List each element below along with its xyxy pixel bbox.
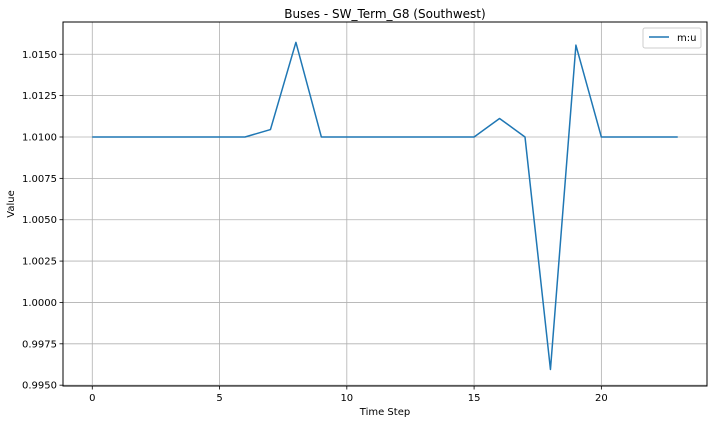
x-tick-label: 15 xyxy=(468,393,481,404)
legend-label-m-u: m:u xyxy=(677,33,696,44)
grid xyxy=(63,22,707,386)
y-tick-label: 1.0150 xyxy=(22,50,57,61)
x-tick-label: 0 xyxy=(89,393,95,404)
y-axis-label: Value xyxy=(6,190,17,217)
series-line-0 xyxy=(92,41,678,371)
legend-box xyxy=(642,27,702,49)
y-tick-label: 0.9975 xyxy=(22,339,57,350)
x-tick-label: 5 xyxy=(216,393,222,404)
x-tick-label: 20 xyxy=(595,393,608,404)
y-tick-label: 0.9950 xyxy=(22,381,57,392)
legend: m:u xyxy=(642,27,702,49)
x-axis-ticks: 0 5 10 15 20 xyxy=(89,386,608,404)
y-tick-label: 1.0125 xyxy=(22,91,57,102)
y-axis-ticks: 0.9950 0.9975 1.0000 1.0025 1.0050 1.0075 1.01… xyxy=(22,50,63,392)
y-tick-label: 1.0000 xyxy=(22,298,57,309)
chart-title: Buses - SW_Term_G8 (Southwest) xyxy=(284,7,485,21)
y-tick-label: 1.0050 xyxy=(22,215,57,226)
x-axis-label: Time Step xyxy=(359,407,410,418)
series-layer xyxy=(92,41,678,371)
y-tick-label: 1.0025 xyxy=(22,257,57,268)
plot-frame xyxy=(62,21,708,387)
y-tick-label: 1.0100 xyxy=(22,132,57,143)
y-tick-label: 1.0075 xyxy=(22,174,57,185)
x-tick-label: 10 xyxy=(340,393,353,404)
